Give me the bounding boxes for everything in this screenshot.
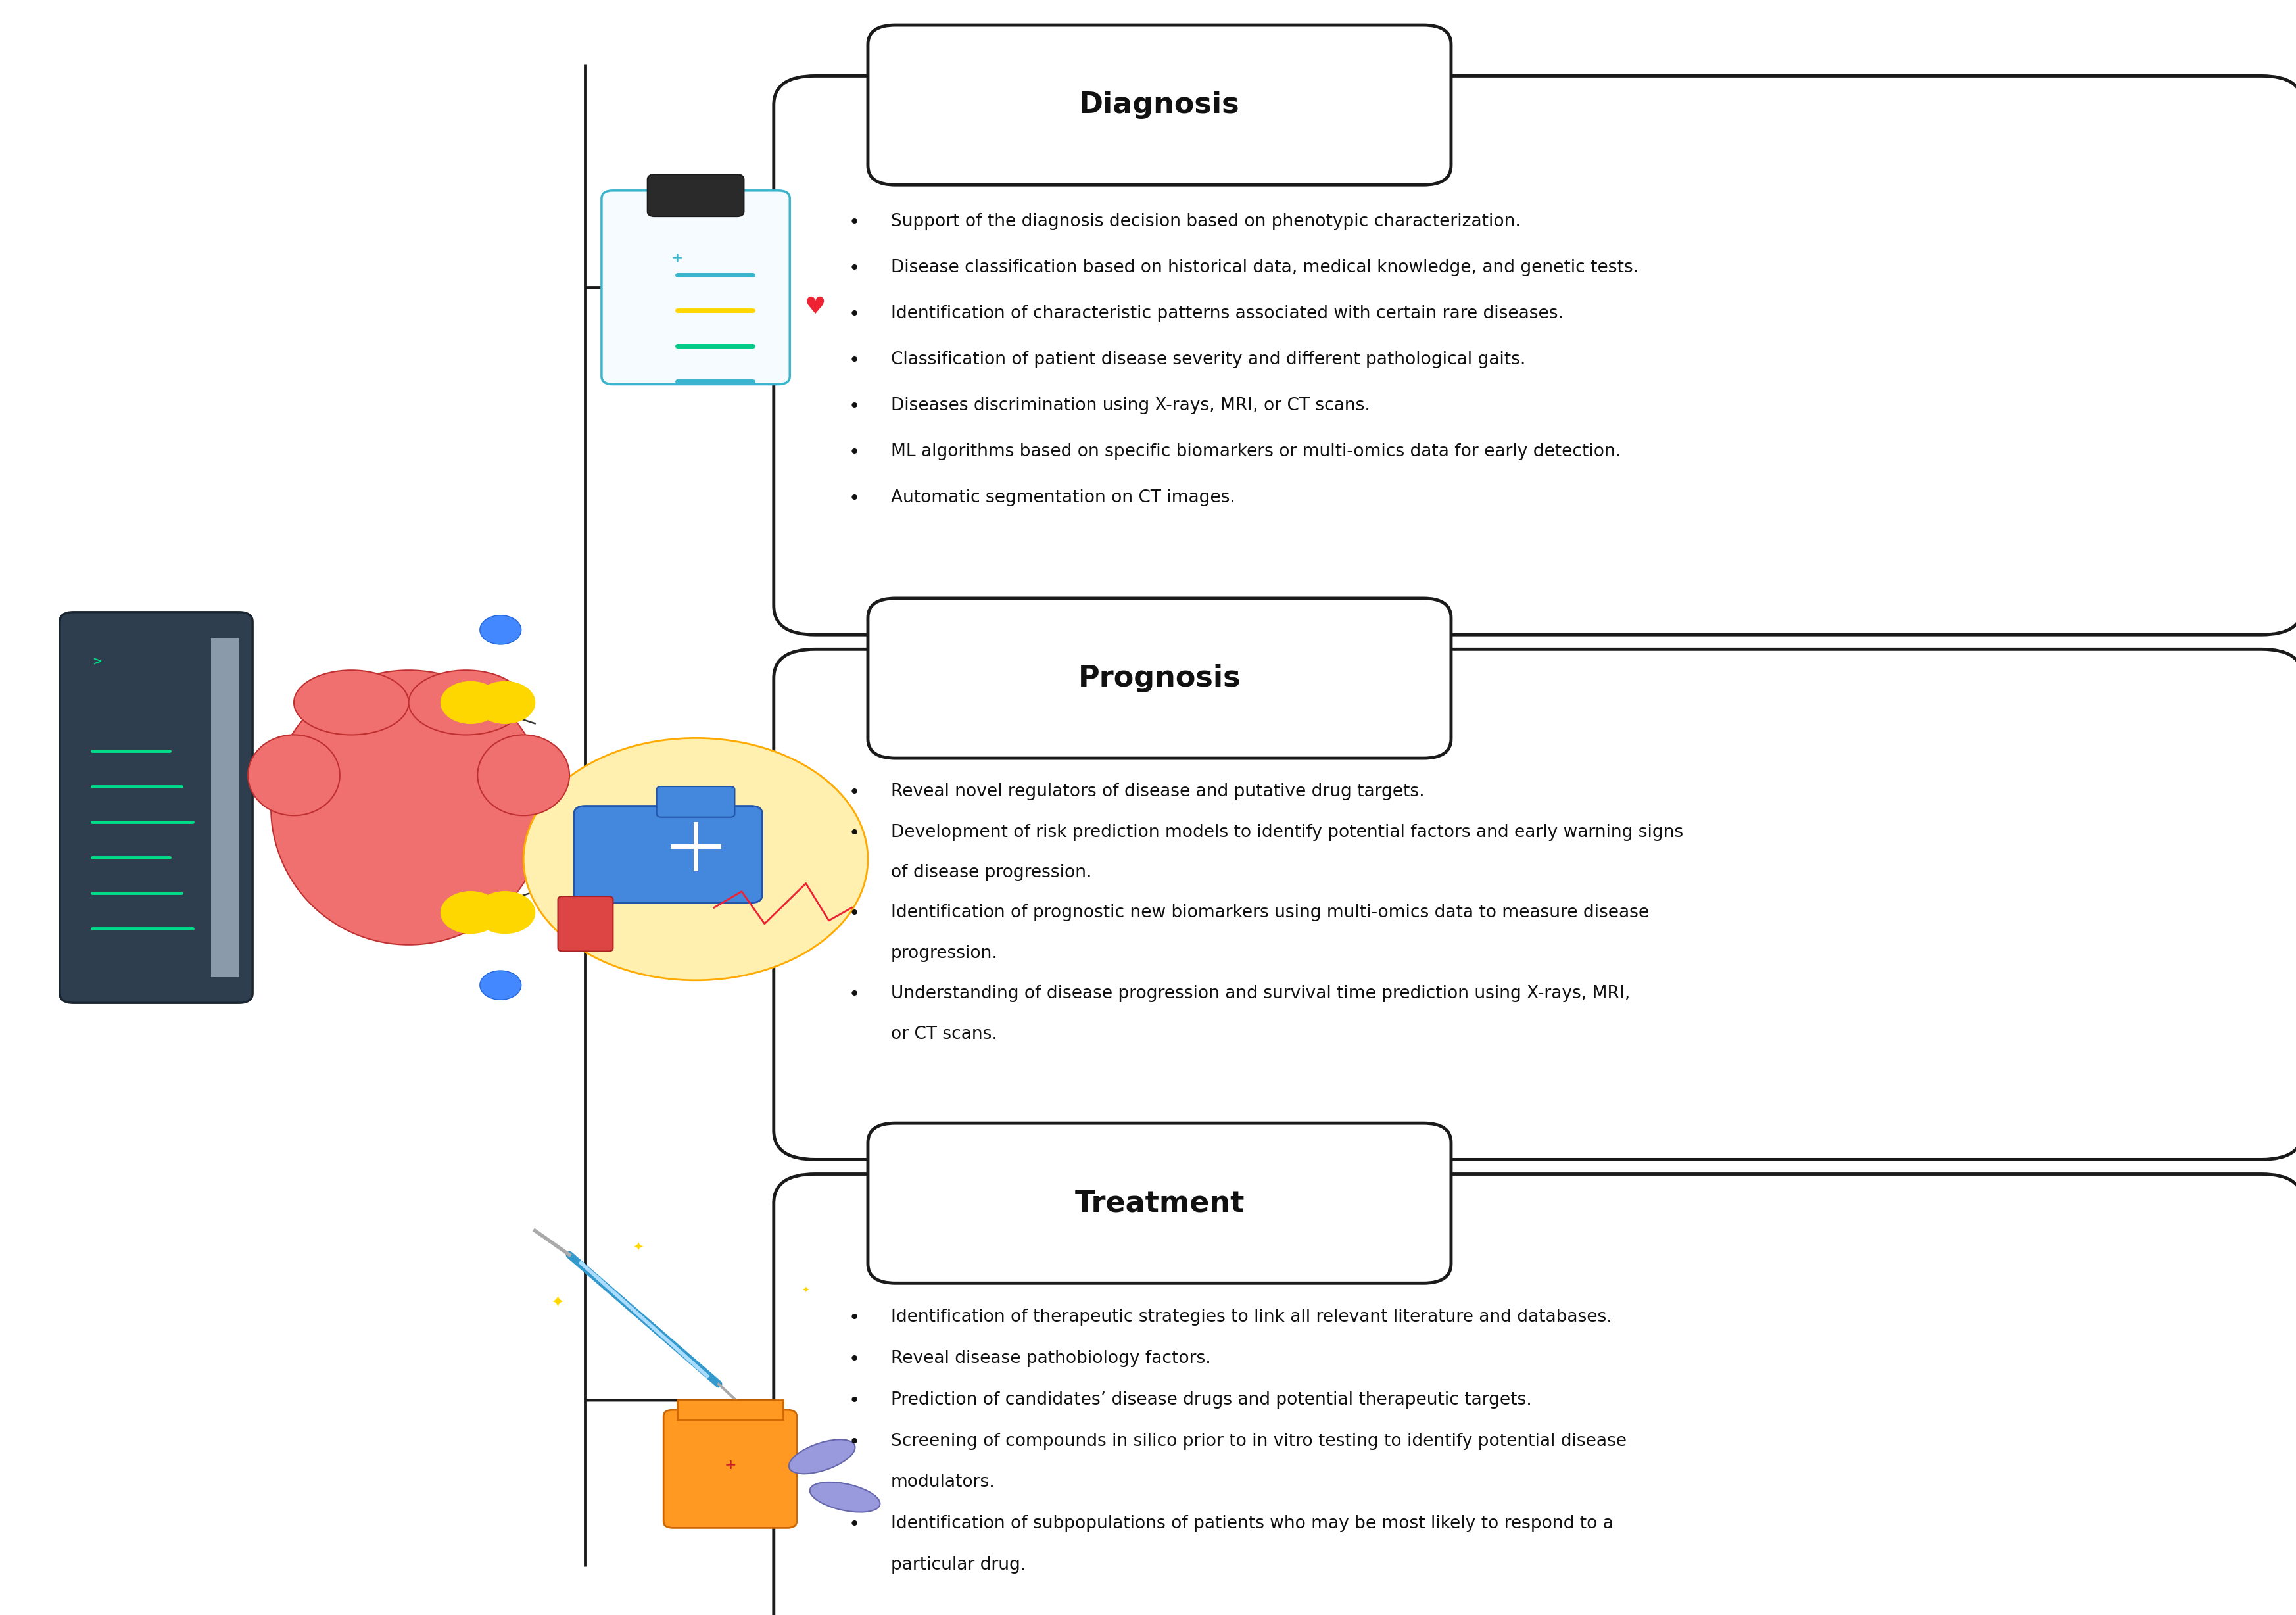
FancyBboxPatch shape	[868, 1124, 1451, 1282]
Ellipse shape	[294, 670, 409, 735]
Text: Diseases discrimination using X-rays, MRI, or CT scans.: Diseases discrimination using X-rays, MR…	[891, 397, 1371, 413]
Text: •: •	[850, 397, 859, 415]
Text: ✦: ✦	[634, 1240, 643, 1253]
Text: ✦: ✦	[551, 1295, 565, 1311]
Text: •: •	[850, 258, 859, 278]
Bar	[211, 638, 239, 977]
Text: Disease classification based on historical data, medical knowledge, and genetic : Disease classification based on historic…	[891, 258, 1639, 276]
Text: progression.: progression.	[891, 945, 999, 963]
Text: ♥: ♥	[804, 296, 827, 318]
Circle shape	[475, 891, 535, 933]
Text: modulators.: modulators.	[891, 1474, 994, 1491]
Ellipse shape	[409, 670, 523, 735]
Text: Prediction of candidates’ disease drugs and potential therapeutic targets.: Prediction of candidates’ disease drugs …	[891, 1391, 1531, 1408]
FancyBboxPatch shape	[558, 896, 613, 951]
Text: Diagnosis: Diagnosis	[1079, 90, 1240, 120]
FancyBboxPatch shape	[774, 1174, 2296, 1615]
Text: Identification of prognostic new biomarkers using multi-omics data to measure di: Identification of prognostic new biomark…	[891, 904, 1649, 922]
Text: or CT scans.: or CT scans.	[891, 1026, 996, 1043]
Text: +: +	[723, 1458, 737, 1471]
Text: •: •	[850, 1391, 859, 1410]
Text: Treatment: Treatment	[1075, 1189, 1244, 1218]
Circle shape	[441, 891, 501, 933]
Text: Identification of characteristic patterns associated with certain rare diseases.: Identification of characteristic pattern…	[891, 305, 1564, 321]
Text: •: •	[850, 783, 859, 801]
Text: •: •	[850, 1350, 859, 1368]
Text: Reveal novel regulators of disease and putative drug targets.: Reveal novel regulators of disease and p…	[891, 783, 1424, 801]
Text: ML algorithms based on specific biomarkers or multi-omics data for early detecti: ML algorithms based on specific biomarke…	[891, 443, 1621, 460]
Text: Prognosis: Prognosis	[1079, 664, 1240, 693]
FancyBboxPatch shape	[774, 76, 2296, 635]
FancyBboxPatch shape	[868, 599, 1451, 759]
FancyBboxPatch shape	[574, 806, 762, 903]
Text: Reveal disease pathobiology factors.: Reveal disease pathobiology factors.	[891, 1350, 1210, 1366]
Ellipse shape	[248, 735, 340, 816]
Ellipse shape	[271, 670, 546, 945]
Text: •: •	[850, 305, 859, 323]
FancyBboxPatch shape	[602, 191, 790, 384]
Text: Identification of therapeutic strategies to link all relevant literature and dat: Identification of therapeutic strategies…	[891, 1308, 1612, 1326]
Circle shape	[475, 682, 535, 724]
Text: Classification of patient disease severity and different pathological gaits.: Classification of patient disease severi…	[891, 350, 1525, 368]
Ellipse shape	[790, 1439, 854, 1474]
Text: Understanding of disease progression and survival time prediction using X-rays, : Understanding of disease progression and…	[891, 985, 1630, 1003]
Text: Automatic segmentation on CT images.: Automatic segmentation on CT images.	[891, 489, 1235, 507]
Text: •: •	[850, 904, 859, 922]
FancyBboxPatch shape	[664, 1410, 797, 1528]
Bar	[884, 665, 1435, 691]
FancyBboxPatch shape	[657, 787, 735, 817]
Text: Screening of compounds in silico prior to in vitro testing to identify potential: Screening of compounds in silico prior t…	[891, 1433, 1626, 1450]
Circle shape	[480, 971, 521, 1000]
Text: of disease progression.: of disease progression.	[891, 864, 1091, 882]
Text: •: •	[850, 824, 859, 841]
Circle shape	[480, 615, 521, 644]
Text: •: •	[850, 1433, 859, 1450]
Text: Development of risk prediction models to identify potential factors and early wa: Development of risk prediction models to…	[891, 824, 1683, 841]
Circle shape	[441, 682, 501, 724]
Text: •: •	[850, 443, 859, 462]
Text: •: •	[850, 350, 859, 370]
FancyBboxPatch shape	[774, 649, 2296, 1160]
Text: >: >	[92, 656, 101, 669]
Text: •: •	[850, 213, 859, 231]
Bar	[884, 1190, 1435, 1216]
Text: •: •	[850, 1308, 859, 1328]
Bar	[677, 1400, 783, 1420]
Ellipse shape	[810, 1483, 879, 1512]
FancyBboxPatch shape	[868, 26, 1451, 186]
Text: ✦: ✦	[801, 1286, 810, 1295]
FancyBboxPatch shape	[60, 612, 253, 1003]
Text: •: •	[850, 489, 859, 507]
Circle shape	[523, 738, 868, 980]
Text: +: +	[670, 252, 684, 265]
Text: •: •	[850, 985, 859, 1003]
Text: particular drug.: particular drug.	[891, 1557, 1026, 1573]
FancyBboxPatch shape	[647, 174, 744, 216]
Bar	[884, 92, 1435, 118]
Text: Support of the diagnosis decision based on phenotypic characterization.: Support of the diagnosis decision based …	[891, 213, 1520, 229]
Ellipse shape	[478, 735, 569, 816]
Text: Identification of subpopulations of patients who may be most likely to respond t: Identification of subpopulations of pati…	[891, 1515, 1614, 1533]
Text: •: •	[850, 1515, 859, 1534]
